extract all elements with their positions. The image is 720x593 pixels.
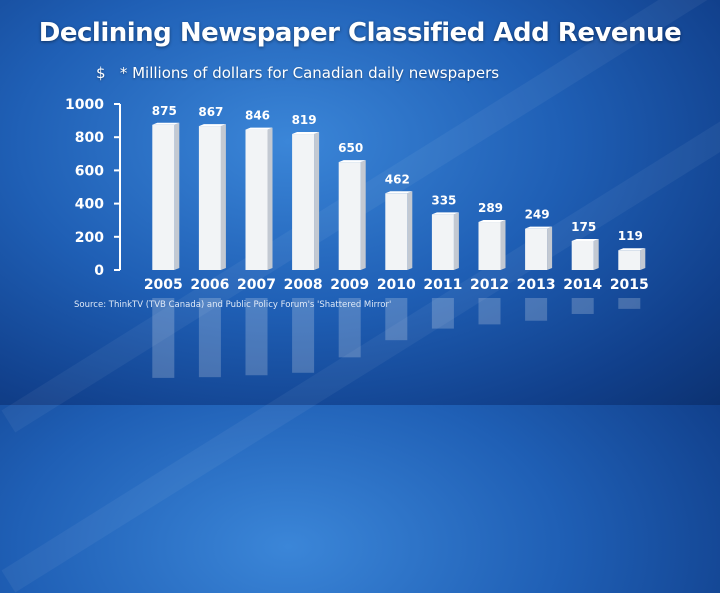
data-label: 875	[152, 104, 177, 118]
bar-top-face	[152, 122, 180, 125]
bar	[245, 129, 268, 270]
y-tick-label: 800	[75, 130, 104, 146]
bar-side-face	[360, 160, 366, 270]
bar-reflection	[198, 298, 221, 378]
bar-side-face	[547, 226, 553, 270]
data-label: 119	[618, 229, 643, 243]
bars: 875 867 846 819 650 462 335 289 249 175 119	[152, 104, 646, 271]
bar-reflections	[152, 298, 641, 378]
bar-side-face	[500, 220, 506, 270]
bar-top-face	[292, 132, 320, 135]
bar-top-face	[525, 226, 553, 229]
chart-subtitle: $ * Millions of dollars for Canadian dai…	[96, 64, 500, 82]
y-tick-label: 200	[75, 230, 104, 246]
bar	[385, 193, 408, 270]
data-label: 335	[431, 193, 456, 207]
data-label: 289	[478, 201, 503, 215]
bar-side-face	[640, 248, 646, 270]
bar-top-face	[478, 220, 506, 223]
x-tick-label: 2005	[144, 277, 183, 293]
bar	[525, 228, 548, 270]
bar	[618, 250, 641, 270]
y-tick-label: 0	[94, 263, 104, 279]
bar-side-face	[174, 122, 180, 270]
bar	[292, 134, 315, 270]
bar	[571, 240, 594, 270]
data-label: 249	[525, 208, 550, 222]
x-tick-label: 2007	[237, 277, 276, 293]
bar-reflection	[618, 298, 641, 309]
bar-side-face	[407, 191, 413, 270]
data-label: 650	[338, 141, 363, 155]
bar-side-face	[314, 132, 320, 270]
data-label: 462	[385, 172, 410, 186]
data-label: 175	[571, 220, 596, 234]
bar	[152, 124, 175, 270]
bar-side-face	[453, 212, 459, 270]
x-axis: 2005 2006 2007 2008 2009 2010 2011 2012 2013 2014…	[144, 277, 649, 293]
bar-reflection	[571, 298, 594, 314]
bar-top-face	[245, 127, 273, 130]
bar-reflection	[338, 298, 361, 358]
bar-top-face	[338, 160, 366, 163]
data-label: 819	[292, 113, 317, 127]
data-label: 846	[245, 109, 270, 123]
bar	[478, 222, 501, 270]
bar-reflection	[245, 298, 268, 376]
bar-top-face	[431, 212, 459, 215]
bar-reflection	[292, 298, 315, 373]
bar	[431, 214, 454, 270]
y-tick-label: 600	[75, 163, 104, 179]
source-note: Source: ThinkTV (TVB Canada) and Public …	[74, 300, 392, 310]
bar-reflection	[152, 298, 175, 378]
data-label: 867	[198, 105, 223, 119]
bar-top-face	[198, 124, 226, 127]
x-tick-label: 2010	[377, 277, 416, 293]
bar-side-face	[267, 127, 273, 271]
x-tick-label: 2012	[470, 277, 509, 293]
bar-reflection	[478, 298, 501, 325]
bar	[198, 126, 221, 270]
bar-reflection	[385, 298, 408, 341]
bar-chart: 0 200 400 600 800 1000 875 867 846 819 650 462 335 2…	[65, 97, 649, 378]
bar-top-face	[571, 238, 599, 241]
bar-side-face	[220, 124, 226, 270]
bar-side-face	[593, 238, 599, 270]
y-tick-label: 1000	[65, 97, 104, 113]
bar-top-face	[618, 248, 646, 251]
x-tick-label: 2009	[330, 277, 369, 293]
bar-reflection	[525, 298, 548, 321]
bar-top-face	[385, 191, 413, 194]
x-tick-label: 2008	[284, 277, 323, 293]
x-tick-label: 2006	[190, 277, 229, 293]
y-tick-label: 400	[75, 197, 104, 213]
chart-title: Declining Newspaper Classified Add Reven…	[38, 18, 682, 48]
x-tick-label: 2011	[423, 277, 462, 293]
x-tick-label: 2014	[563, 277, 602, 293]
bar-reflection	[431, 298, 454, 329]
x-tick-label: 2015	[610, 277, 649, 293]
y-axis: 0 200 400 600 800 1000	[65, 97, 120, 279]
x-tick-label: 2013	[517, 277, 556, 293]
bar	[338, 162, 361, 270]
